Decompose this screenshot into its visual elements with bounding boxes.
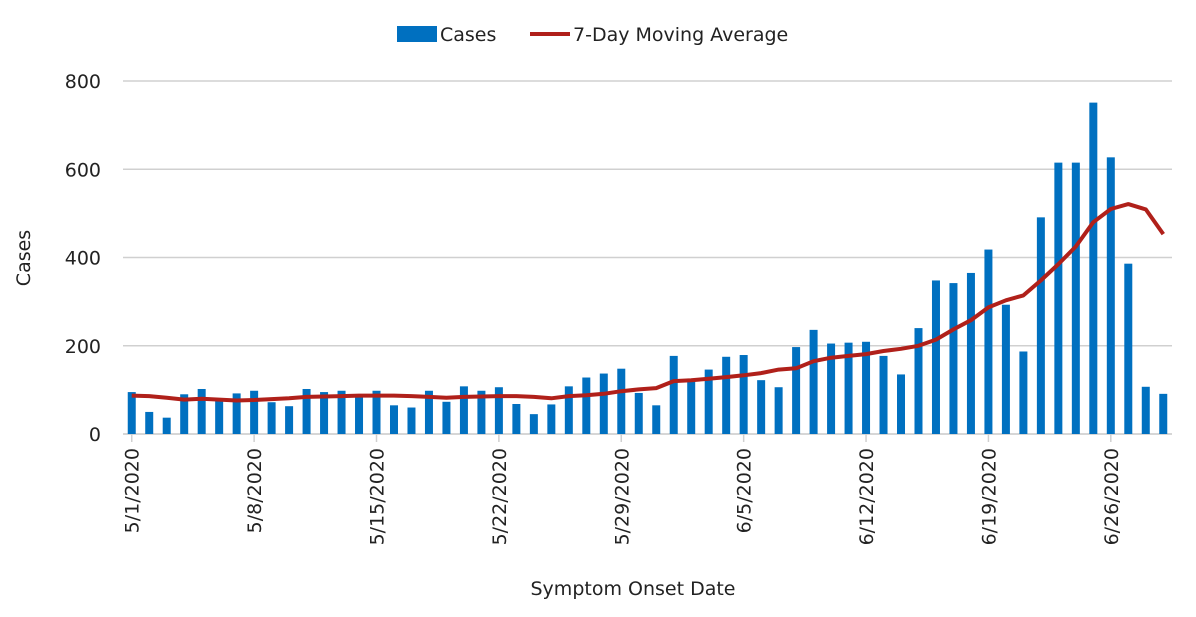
bar — [1019, 351, 1028, 434]
bar — [285, 406, 294, 434]
x-tick-label: 5/22/2020 — [489, 448, 511, 545]
legend-label: Cases — [440, 24, 496, 46]
x-tick-label: 6/5/2020 — [734, 448, 756, 533]
bar — [1141, 386, 1150, 434]
bar — [1124, 263, 1133, 434]
legend-swatch — [397, 26, 437, 42]
bar — [1089, 102, 1098, 434]
bar — [1054, 162, 1063, 434]
bar — [547, 404, 556, 434]
bar — [897, 374, 906, 434]
bar — [197, 388, 206, 434]
bar — [355, 396, 364, 434]
bar — [704, 369, 713, 434]
bar — [564, 386, 573, 434]
bar — [862, 341, 871, 434]
bar — [827, 343, 836, 434]
bar — [722, 356, 731, 434]
bar — [477, 390, 486, 434]
y-tick-label: 400 — [65, 248, 101, 270]
bar — [634, 392, 643, 434]
legend-label: 7-Day Moving Average — [573, 24, 788, 46]
bar — [372, 390, 381, 434]
y-tick-label: 800 — [65, 71, 101, 93]
bar — [809, 329, 818, 434]
x-tick-label: 6/26/2020 — [1101, 448, 1123, 545]
y-tick-label: 0 — [89, 424, 101, 446]
bar — [1106, 157, 1115, 434]
bar — [931, 280, 940, 434]
bar — [320, 392, 329, 434]
bar — [337, 390, 346, 434]
x-tick-label: 5/29/2020 — [611, 448, 633, 545]
bar — [529, 414, 538, 434]
bar — [669, 355, 678, 434]
x-tick-label: 5/8/2020 — [244, 448, 266, 533]
bar — [774, 387, 783, 434]
bar — [145, 411, 154, 434]
bar — [617, 368, 626, 434]
bar — [599, 373, 608, 434]
line — [131, 202, 1165, 403]
bar — [1071, 162, 1080, 434]
bar — [180, 394, 189, 434]
bar — [302, 388, 311, 434]
y-axis-title: Cases — [13, 230, 35, 286]
bar — [966, 272, 975, 434]
bar — [162, 417, 171, 434]
bar — [442, 401, 451, 434]
x-tick-label: 5/15/2020 — [367, 448, 389, 545]
bar — [739, 355, 748, 434]
x-tick-label: 5/1/2020 — [122, 448, 144, 533]
bar — [1001, 304, 1010, 434]
bar — [792, 347, 801, 434]
bar — [984, 249, 993, 434]
bar — [512, 403, 521, 434]
y-tick-label: 600 — [65, 159, 101, 181]
bar — [1036, 217, 1045, 434]
x-tick-label: 6/19/2020 — [978, 448, 1000, 545]
bar — [389, 405, 398, 434]
bar — [879, 355, 888, 434]
x-tick-label: 6/12/2020 — [856, 448, 878, 545]
bar — [652, 405, 661, 434]
y-tick-label: 200 — [65, 336, 101, 358]
bar — [459, 386, 468, 434]
bar — [250, 390, 259, 434]
bar — [949, 283, 958, 434]
bar — [215, 398, 224, 434]
bar — [1159, 393, 1168, 434]
bar — [424, 390, 433, 434]
bar — [582, 377, 591, 434]
bar — [687, 381, 696, 434]
bar — [914, 328, 923, 434]
bar — [844, 342, 853, 434]
bar — [407, 407, 416, 434]
bar — [232, 393, 241, 434]
bar — [757, 380, 766, 434]
bar — [267, 402, 276, 434]
x-axis-title: Symptom Onset Date — [531, 578, 736, 600]
bar — [494, 387, 503, 434]
bar — [127, 392, 136, 434]
